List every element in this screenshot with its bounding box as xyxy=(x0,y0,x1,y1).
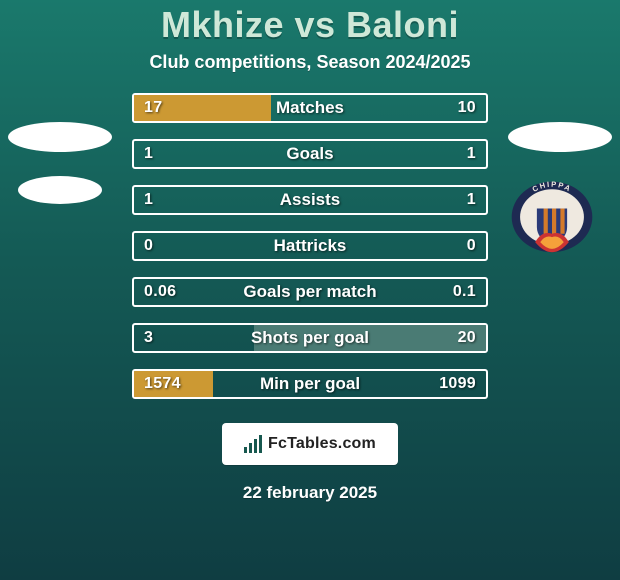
stat-value-left: 1 xyxy=(144,191,153,209)
right-player-photo-placeholder xyxy=(508,122,612,152)
stat-value-left: 1574 xyxy=(144,375,181,393)
stat-row: 0.06 0.1 Goals per match xyxy=(132,277,488,307)
stat-value-left: 3 xyxy=(144,329,153,347)
stat-label: Shots per goal xyxy=(251,328,369,348)
right-club-badge: CHIPPA xyxy=(504,180,600,264)
stat-value-left: 0.06 xyxy=(144,283,176,301)
brand-pill: FcTables.com xyxy=(222,423,398,465)
stat-label: Min per goal xyxy=(260,374,360,394)
stat-label: Goals per match xyxy=(243,282,376,302)
date-text: 22 february 2025 xyxy=(243,483,377,503)
stat-row: 1 1 Assists xyxy=(132,185,488,215)
page-title: Mkhize vs Baloni xyxy=(161,4,459,46)
left-player-photo-placeholder xyxy=(8,122,112,152)
stat-row: 3 20 Shots per goal xyxy=(132,323,488,353)
stat-label: Assists xyxy=(280,190,340,210)
left-club-badge-placeholder xyxy=(18,176,102,204)
stat-value-right: 0.1 xyxy=(453,283,476,301)
stat-label: Hattricks xyxy=(274,236,347,256)
stat-value-left: 0 xyxy=(144,237,153,255)
stat-value-left: 17 xyxy=(144,99,162,117)
brand-text: FcTables.com xyxy=(268,435,376,453)
stat-row: 1 1 Goals xyxy=(132,139,488,169)
page-subtitle: Club competitions, Season 2024/2025 xyxy=(149,52,470,73)
stats-grid: 17 10 Matches 1 1 Goals 1 1 Assists 0 0 Hattricks 0.… xyxy=(132,93,488,399)
stat-label: Goals xyxy=(286,144,333,164)
stat-value-right: 1 xyxy=(467,191,476,209)
stat-value-right: 10 xyxy=(458,99,476,117)
stat-value-right: 0 xyxy=(467,237,476,255)
stat-label: Matches xyxy=(276,98,344,118)
stat-value-left: 1 xyxy=(144,145,153,163)
stat-row: 1574 1099 Min per goal xyxy=(132,369,488,399)
stat-row: 17 10 Matches xyxy=(132,93,488,123)
stat-value-right: 20 xyxy=(458,329,476,347)
shield-icon: CHIPPA xyxy=(504,180,600,264)
stat-value-right: 1099 xyxy=(439,375,476,393)
stat-row: 0 0 Hattricks xyxy=(132,231,488,261)
stat-value-right: 1 xyxy=(467,145,476,163)
bar-chart-icon xyxy=(244,435,262,453)
